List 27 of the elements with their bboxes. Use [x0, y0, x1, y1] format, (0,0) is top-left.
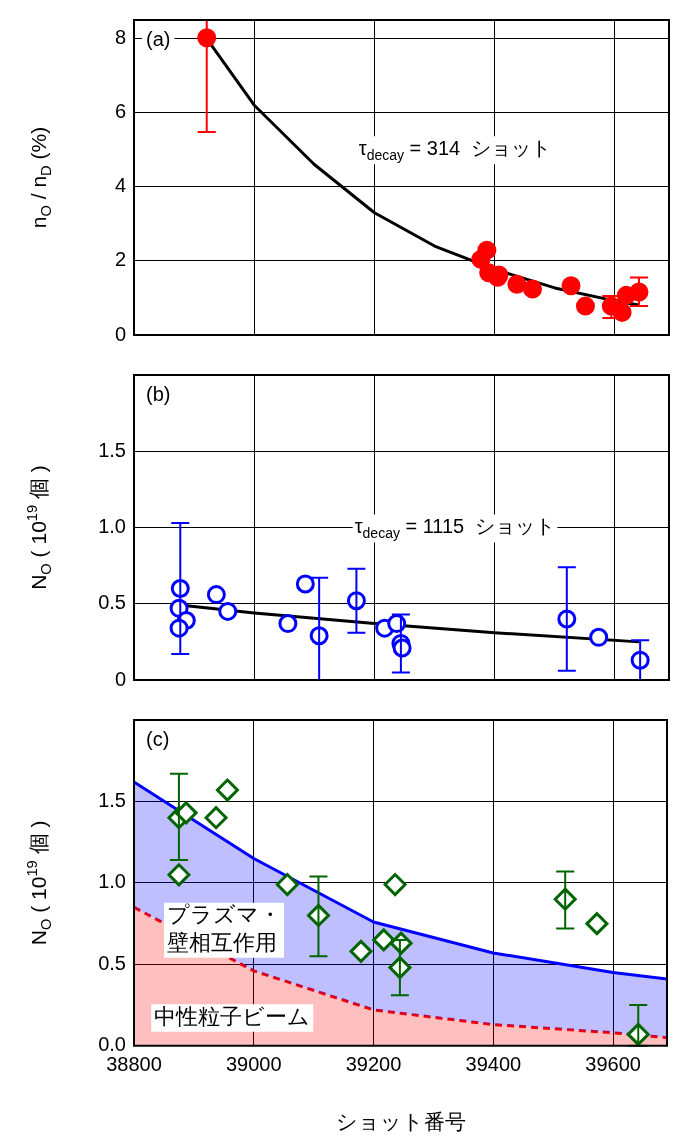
x-tick-label: 39600 [585, 1053, 641, 1076]
y-tick-label: 0 [114, 322, 126, 345]
annotation: プラズマ・壁相互作用 [167, 902, 282, 955]
x-tick-label: 39200 [345, 1053, 402, 1076]
y-axis-title: NO ( 1019 個 ) [23, 820, 55, 946]
x-axis-title: ショット番号 [335, 1110, 466, 1134]
y-tick-label: 0.5 [98, 951, 126, 974]
y-axis-title: NO ( 1019 個 ) [23, 465, 55, 590]
y-tick-label: 1.0 [98, 515, 126, 538]
y-tick-label: 6 [114, 100, 126, 123]
y-tick-label: 8 [114, 26, 126, 49]
y-tick-label: 4 [114, 174, 126, 197]
y-tick-label: 1.0 [98, 870, 126, 893]
annotation: 中性粒子ビーム [154, 1004, 311, 1030]
chart-title: (a) [146, 27, 171, 50]
x-tick-label: 39400 [465, 1053, 522, 1076]
y-tick-label: 0 [114, 667, 126, 690]
chart-title: (c) [146, 727, 170, 750]
y-tick-label: 1.5 [98, 438, 126, 461]
x-tick-label: 39000 [225, 1053, 282, 1076]
x-tick-label: 38800 [106, 1053, 162, 1076]
y-tick-label: 2 [114, 248, 126, 271]
y-tick-label: 0.0 [98, 1033, 126, 1056]
chart-title: (b) [146, 382, 171, 405]
y-tick-label: 0.5 [98, 591, 126, 614]
y-tick-label: 1.5 [98, 788, 126, 811]
y-axis-title: nO / nD (%) [26, 126, 55, 229]
